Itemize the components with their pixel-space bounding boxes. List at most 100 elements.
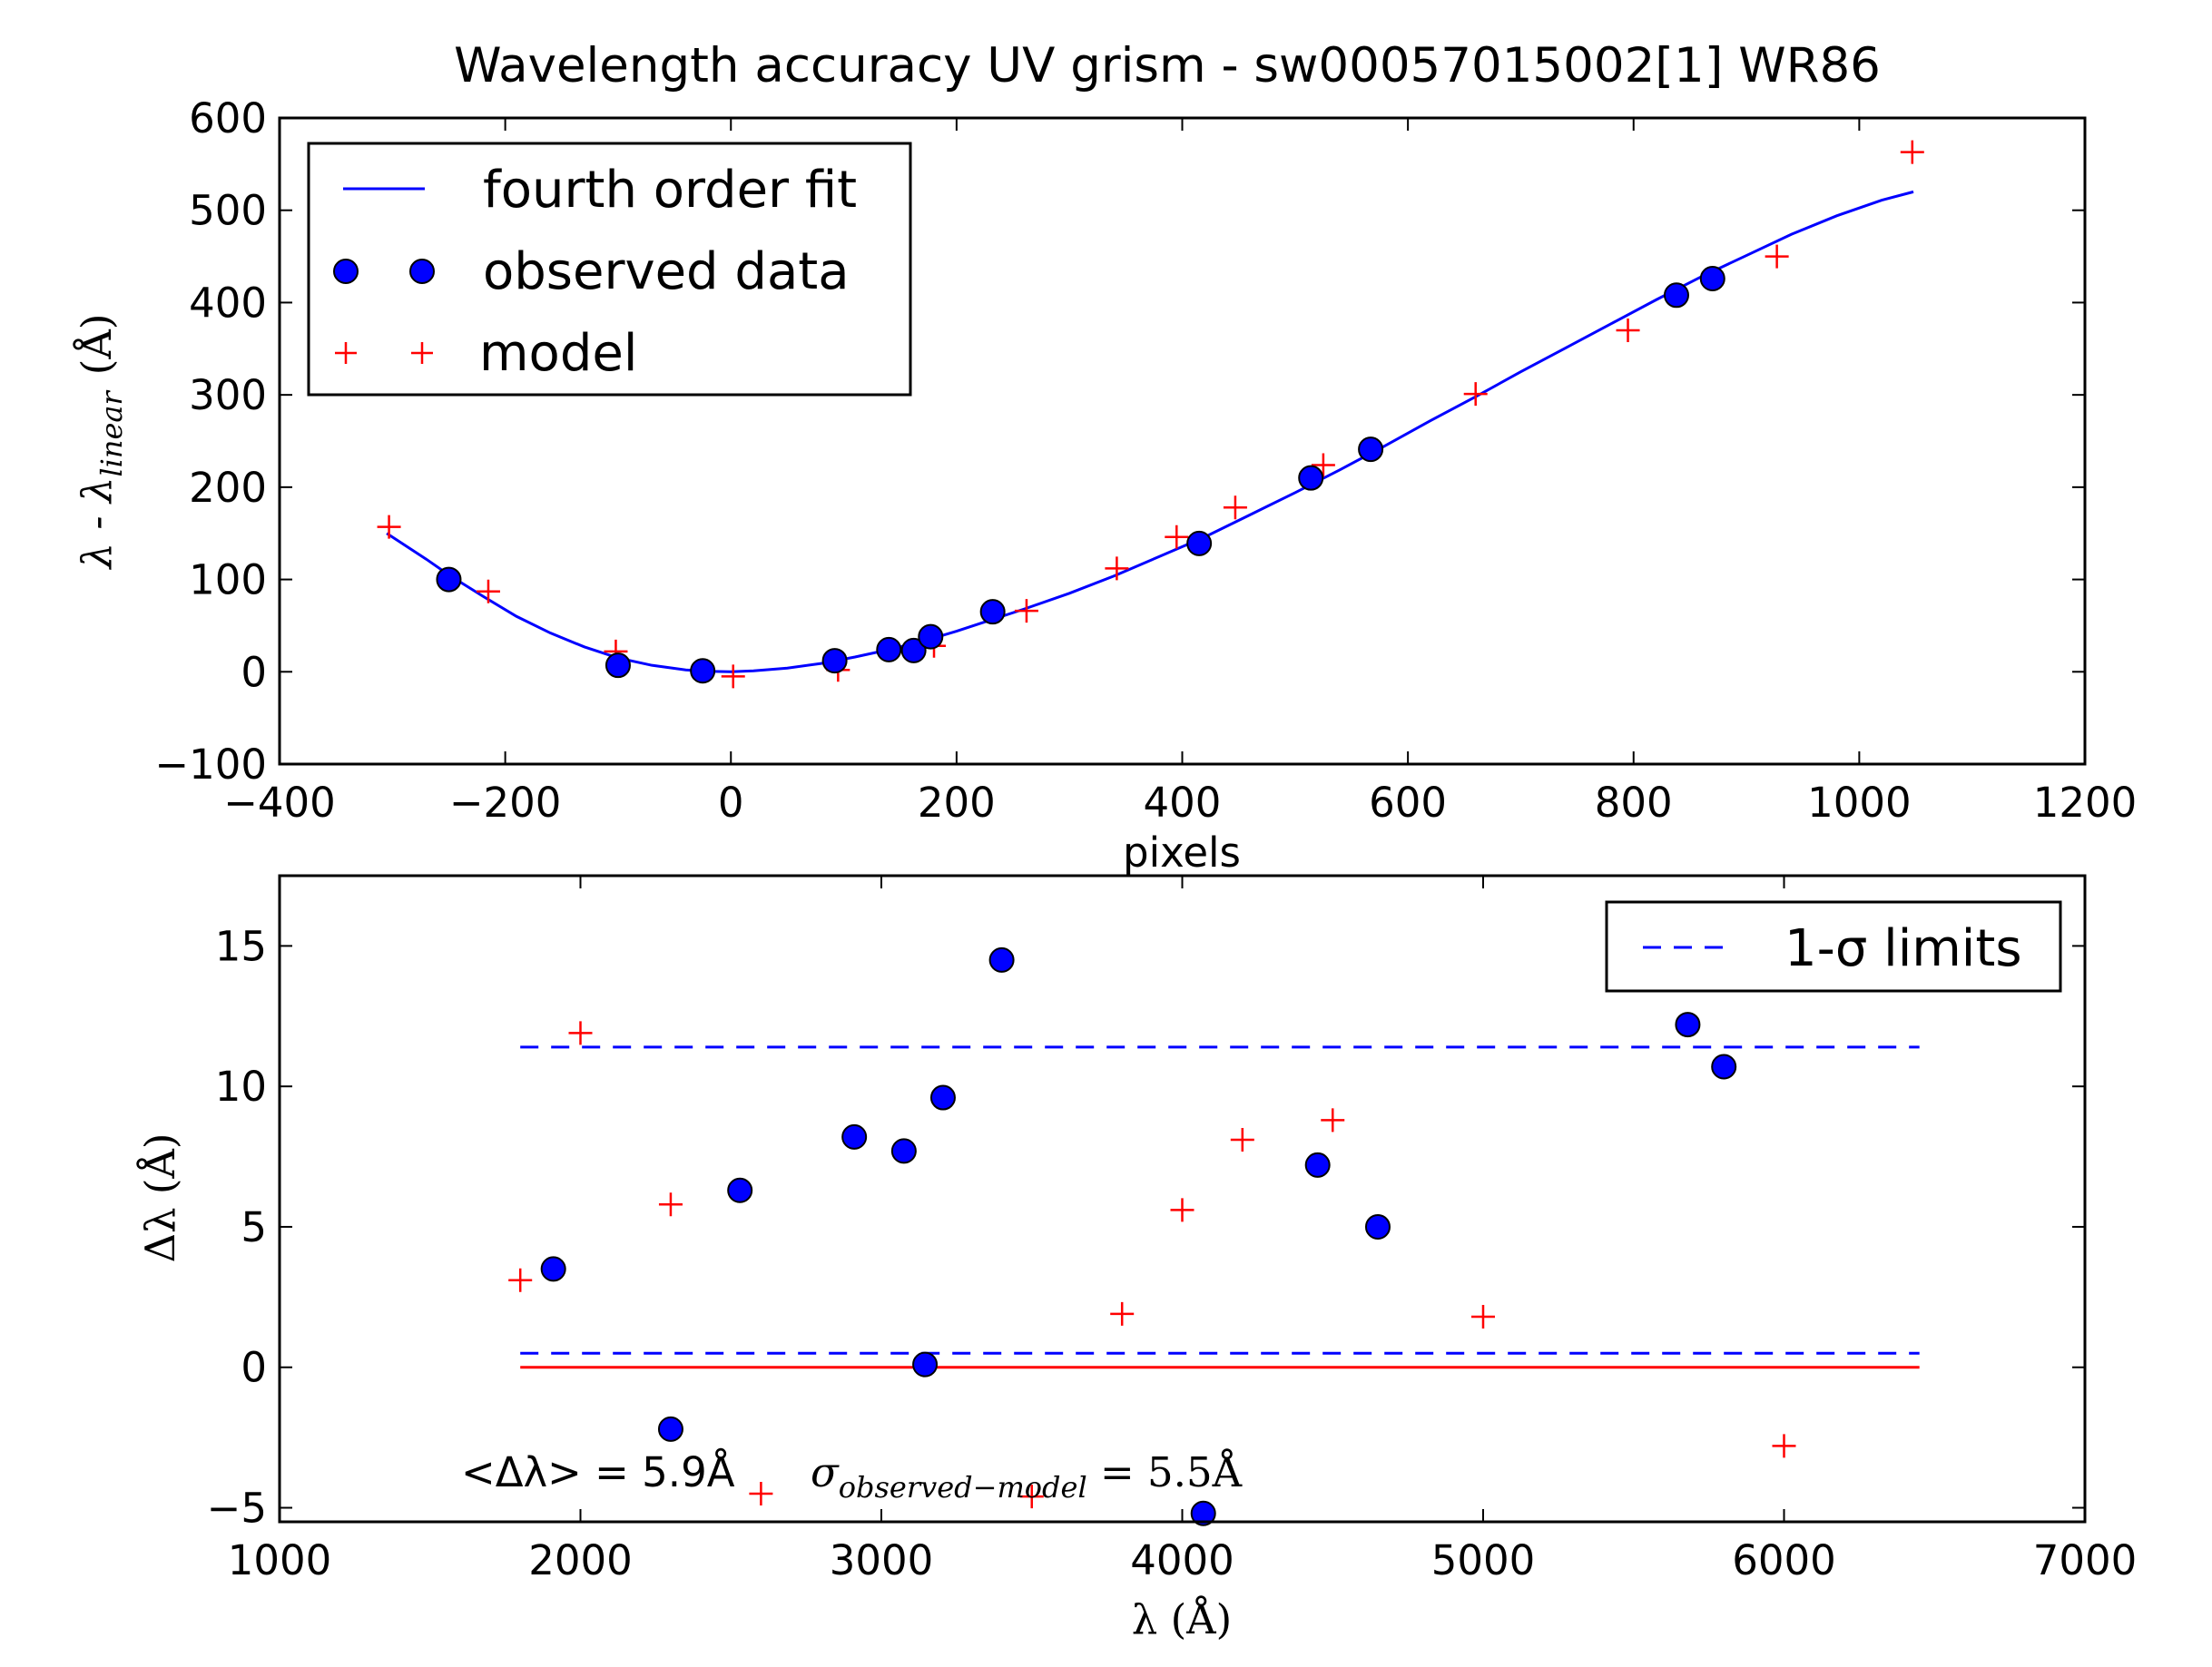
model-point [1014,599,1038,623]
top-y-label-main: λ - λ [73,477,121,571]
observed-point [657,1416,683,1442]
model-point [1110,1301,1135,1326]
observed-point [1364,1213,1391,1240]
sigma-symbol: σ [811,1448,840,1496]
model-point [377,515,401,539]
bottom-x-axis-label: λ (Å) [1132,1595,1232,1643]
model-point [658,1192,683,1217]
observed-point [912,1351,939,1378]
legend-label-observed: observed data [483,242,850,301]
sigma-annotation: σobserved−model = 5.5Å [811,1448,1243,1505]
model-point [721,664,745,689]
x-tick-label: 800 [1595,779,1673,827]
x-tick-label: 0 [718,779,744,827]
chart-title: Wavelength accuracy UV grism - sw0005701… [454,38,1881,93]
model-point [1471,1305,1495,1329]
legend-marker-observed-2 [409,259,435,284]
y-tick-label: 500 [189,187,267,235]
x-tick-label: 600 [1369,779,1447,827]
observed-point [540,1256,566,1282]
mean-offset-annotation: <Δλ> = 5.9Å [461,1448,735,1496]
fit-line [386,190,1914,673]
x-tick-label: 1000 [228,1536,332,1584]
observed-point [988,946,1015,973]
model-point [1463,382,1488,407]
y-tick-label: 0 [241,648,267,696]
x-tick-label: −400 [223,779,336,827]
observed-point [979,599,1006,625]
model-point [476,579,500,603]
top-ticks: −400 −200 0 200 400 600 800 1000 1200 −100 0 100 200… [154,94,2137,827]
model-point [1765,244,1789,269]
model-point [568,1021,593,1045]
model-point [1230,1127,1254,1152]
x-tick-label: 400 [1144,779,1222,827]
observed-point [1190,1500,1216,1526]
x-tick-label: 6000 [1732,1536,1836,1584]
observed-point [918,623,944,650]
x-tick-label: 5000 [1431,1536,1536,1584]
x-tick-label: 4000 [1130,1536,1234,1584]
model-point [1321,1108,1345,1133]
top-panel: −400 −200 0 200 400 600 800 1000 1200 −100 0 100 200… [73,94,2137,877]
y-tick-label: 300 [189,371,267,419]
x-tick-label: 1000 [1807,779,1912,827]
observed-point [690,658,716,684]
y-tick-label: 5 [241,1203,267,1251]
legend-label-sigma: 1-σ limits [1784,919,2022,978]
model-point [1170,1198,1194,1222]
top-plot-area [377,140,1924,689]
top-legend: fourth order fit observed data model [307,142,912,397]
observed-point [436,566,462,593]
top-legend-frame [307,142,912,397]
legend-label-model: model [479,324,637,383]
top-y-label-sub: linear [94,389,129,476]
y-tick-label: 0 [241,1344,267,1392]
observed-point [1711,1054,1737,1080]
legend-label-fit: fourth order fit [483,161,857,220]
model-point [508,1268,533,1292]
observed-point [821,648,848,674]
observed-point [900,637,927,663]
y-tick-label: 100 [189,556,267,604]
top-y-label-unit: (Å) [73,314,121,376]
model-point [749,1482,773,1506]
sigma-subscript: observed−model [839,1470,1087,1505]
x-tick-label: −200 [449,779,562,827]
model-point [1311,453,1335,477]
sigma-value: = 5.5Å [1087,1448,1243,1496]
observed-point [1298,465,1324,491]
model-point [1223,495,1247,520]
bottom-panel: 1000 2000 3000 4000 5000 6000 7000 −5 0 5 10 15 λ (… [136,874,2137,1643]
observed-point [929,1084,956,1111]
bottom-y-axis-label: Δλ (Å) [136,1133,184,1263]
x-tick-label: 1200 [2033,779,2138,827]
bottom-ticks: 1000 2000 3000 4000 5000 6000 7000 −5 0 5 10 15 [207,876,2137,1584]
observed-point [1699,265,1725,291]
model-point [1165,525,1189,549]
observed-point [841,1123,868,1150]
observed-point [1358,436,1384,463]
top-y-axis-label: λ - λlinear (Å) [73,314,129,571]
observed-point [605,652,631,679]
bottom-plot-area [508,946,1920,1526]
y-tick-label: 15 [215,922,267,970]
observed-point [1186,530,1213,556]
observed-point [1304,1152,1331,1178]
y-tick-label: −5 [207,1485,267,1533]
x-tick-label: 3000 [830,1536,934,1584]
legend-marker-observed-1 [333,259,359,284]
top-x-axis-label: pixels [1123,829,1241,877]
y-tick-label: 200 [189,464,267,512]
x-tick-label: 200 [918,779,996,827]
y-tick-label: −100 [154,740,267,789]
model-point [1772,1434,1796,1458]
model-point [1105,556,1129,581]
bottom-legend: 1-σ limits [1605,900,2062,993]
observed-point [890,1138,917,1164]
observed-point [1675,1012,1701,1038]
model-point [1900,140,1924,164]
observed-point [727,1177,753,1203]
legend-marker-model-1 [335,342,357,364]
